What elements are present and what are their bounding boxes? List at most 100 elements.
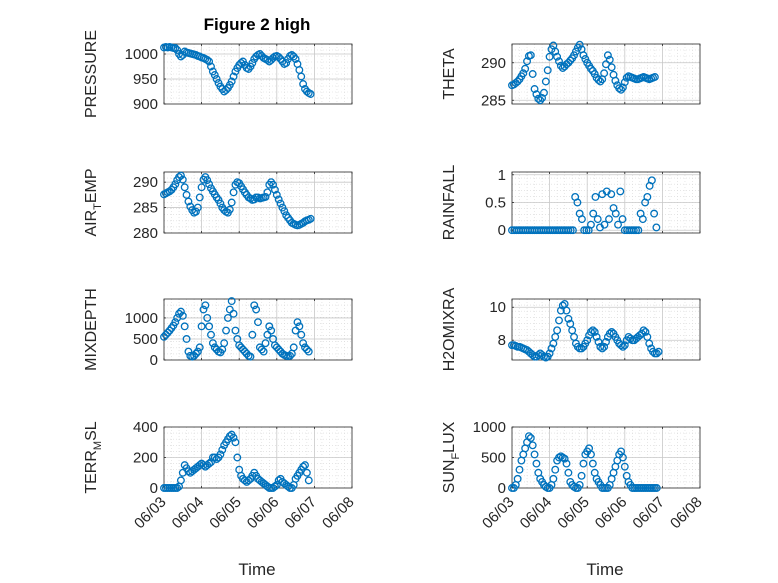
data-point — [171, 44, 180, 52]
data-point — [594, 76, 603, 84]
data-point — [306, 214, 315, 223]
data-point — [208, 339, 217, 348]
x-tick-label: 06/08 — [319, 494, 358, 533]
y-tick-label: 10 — [489, 299, 506, 316]
data-point — [254, 318, 262, 327]
data-point — [176, 476, 185, 485]
data-point — [560, 454, 569, 463]
data-point — [587, 328, 595, 336]
y-tick-label: 500 — [481, 450, 506, 467]
data-point — [171, 180, 180, 189]
data-point — [513, 77, 522, 86]
data-point — [212, 75, 221, 83]
data-point — [647, 176, 656, 185]
data-point — [564, 314, 573, 323]
data-point — [600, 342, 609, 351]
data-point — [297, 330, 306, 339]
data-point — [605, 55, 614, 64]
data-point — [564, 226, 573, 235]
data-point — [607, 190, 616, 199]
data-point — [596, 77, 605, 86]
data-point — [551, 465, 560, 474]
data-point — [173, 484, 182, 492]
data-point — [618, 215, 627, 224]
data-point — [220, 339, 229, 348]
data-point — [523, 57, 531, 66]
data-point — [225, 205, 234, 214]
data-point — [524, 432, 533, 441]
data-point — [291, 55, 300, 63]
data-point — [618, 83, 627, 92]
data-point — [590, 70, 599, 78]
x-tick-label: 06/07 — [629, 494, 668, 533]
data-point — [269, 180, 277, 189]
y-tick-label: 285 — [133, 200, 158, 217]
data-point — [282, 59, 291, 67]
y-tick-label: 900 — [133, 96, 158, 113]
data-point — [227, 198, 236, 207]
data-point — [176, 52, 185, 61]
data-point — [180, 322, 189, 331]
data-point — [259, 347, 268, 356]
data-point — [201, 301, 210, 310]
data-point — [558, 453, 567, 462]
data-point — [638, 215, 647, 224]
data-point — [545, 349, 554, 358]
data-point — [588, 459, 597, 468]
data-point — [521, 64, 530, 73]
data-point — [231, 438, 240, 447]
data-point — [222, 326, 230, 335]
data-point — [203, 176, 212, 185]
data-point — [231, 326, 240, 335]
data-point — [555, 57, 563, 66]
data-point — [274, 195, 283, 204]
data-point — [579, 51, 588, 60]
data-point — [587, 450, 595, 459]
data-point — [549, 474, 558, 483]
subplot-4: 0 0.5 1 RAINFALL — [441, 165, 701, 240]
data-point — [237, 59, 246, 67]
y-tick-label: 285 — [481, 92, 506, 109]
data-point — [620, 341, 629, 350]
data-point — [528, 441, 537, 450]
data-point — [551, 47, 560, 56]
x-tick-label: 06/05 — [206, 494, 245, 533]
data-point — [207, 62, 215, 71]
data-point — [634, 226, 643, 235]
data-point — [558, 301, 567, 310]
y-tick-label: 1 — [498, 167, 506, 184]
data-point — [223, 313, 232, 322]
data-point — [583, 336, 592, 345]
subplot-7: 0 200 400 TERRMSL 06/03 06/04 06/05 06/06 06/07 0… — [83, 419, 358, 532]
x-tick-label: 06/03 — [479, 494, 518, 533]
y-tick-label: 0 — [150, 352, 158, 369]
data-point — [207, 330, 215, 339]
data-point — [528, 351, 537, 360]
data-point — [607, 63, 616, 72]
data-point — [519, 69, 528, 78]
y-tick-label: 8 — [498, 332, 506, 349]
axes-box — [511, 43, 701, 105]
data-point — [270, 482, 279, 491]
data-point — [218, 445, 227, 454]
data-point — [611, 209, 620, 218]
data-point — [603, 51, 612, 60]
data-point — [205, 57, 214, 66]
data-point — [577, 344, 586, 353]
data-point — [573, 198, 582, 207]
subplot-3: 280 285 290 AIRTEMP — [83, 168, 353, 242]
data-point — [248, 59, 257, 67]
data-point — [600, 220, 609, 229]
data-point — [629, 226, 638, 235]
x-axis-label-right: Time — [586, 560, 623, 579]
subplot-1: 900 950 1000 PRESSURE — [83, 30, 353, 118]
data-point — [611, 76, 620, 85]
data-point — [589, 209, 598, 218]
data-point — [210, 71, 219, 79]
data-point — [562, 306, 571, 315]
subplot-6: 8 10 H2OMIXRA — [441, 287, 701, 371]
y-axis-label: AIRTEMP — [83, 168, 104, 236]
x-tick-label: 06/03 — [131, 494, 170, 533]
data-point — [532, 90, 541, 99]
